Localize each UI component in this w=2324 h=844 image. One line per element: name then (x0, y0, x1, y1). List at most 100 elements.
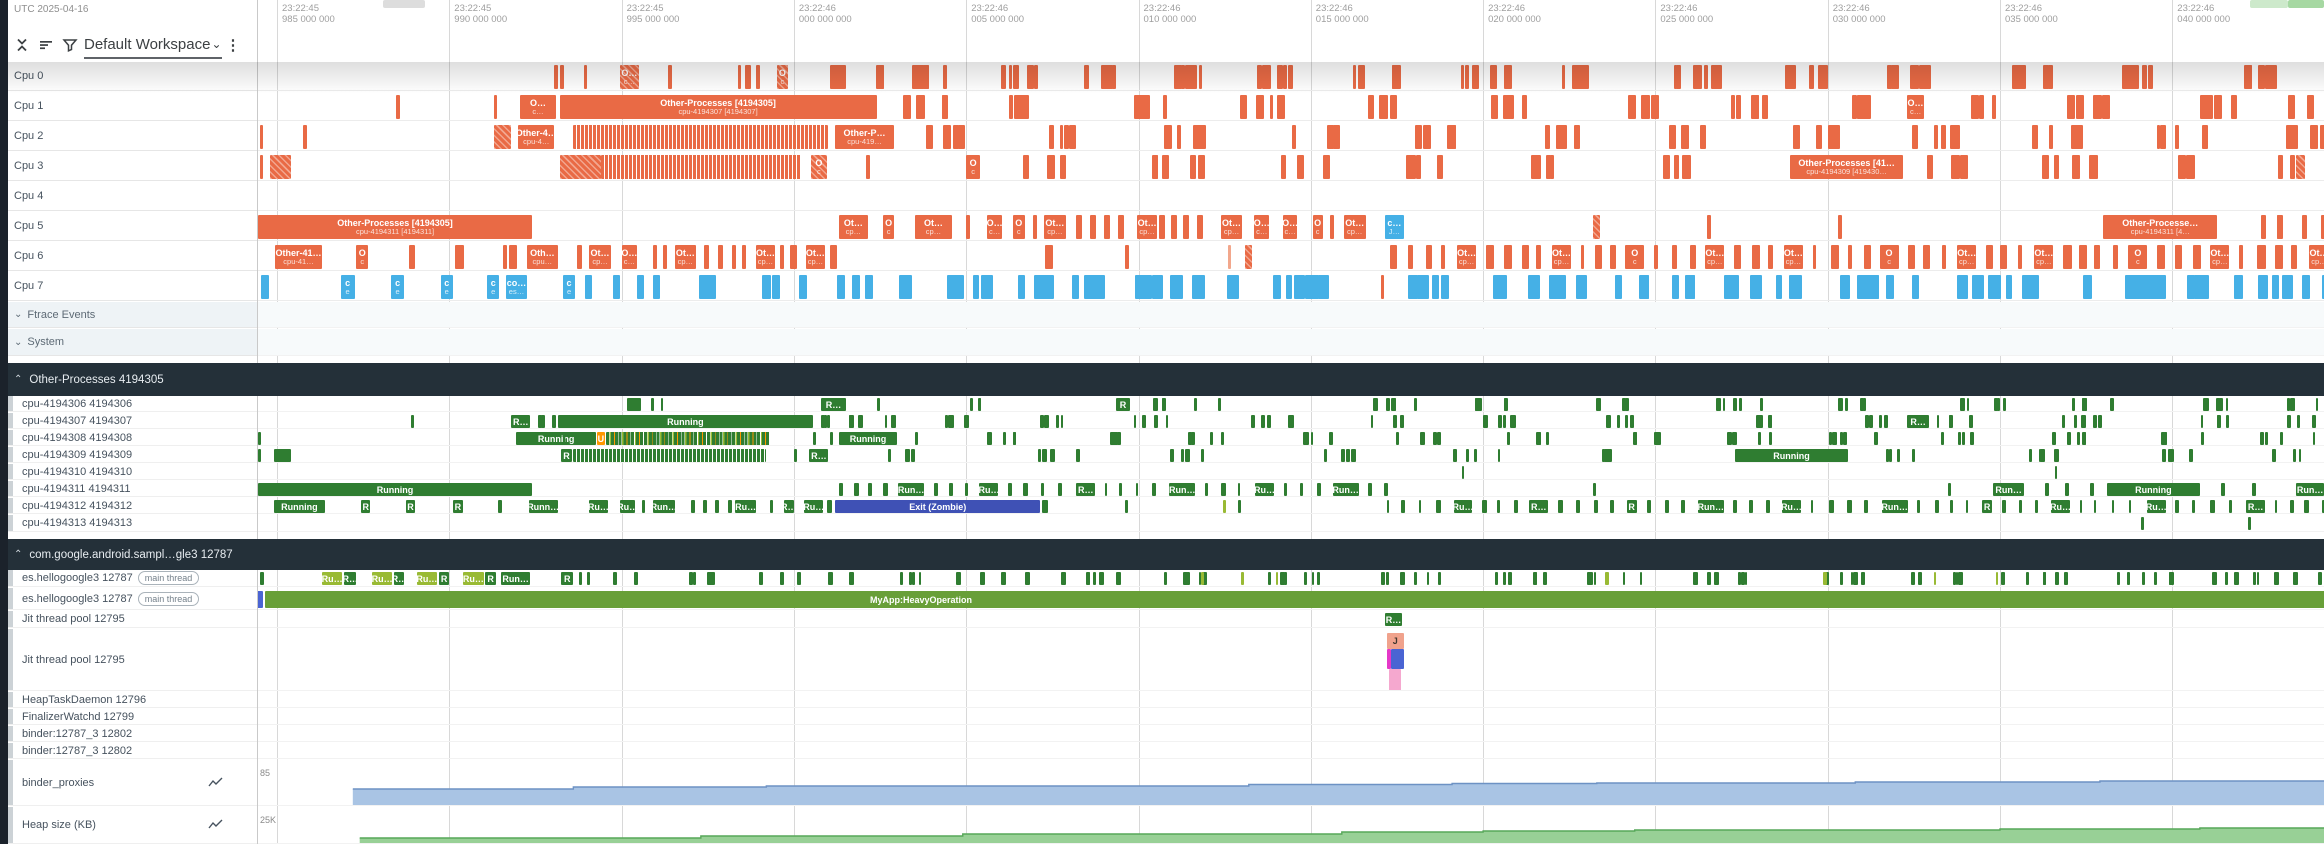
slice-tick[interactable] (1076, 215, 1083, 239)
slice-tick[interactable] (866, 155, 871, 179)
minimap-segment[interactable] (383, 0, 425, 8)
slice-tick[interactable] (728, 500, 733, 513)
slice-tick[interactable] (1386, 649, 1392, 669)
slice-tick[interactable] (2141, 517, 2145, 530)
minimap-segment[interactable] (2288, 0, 2324, 8)
process-group-header-process-app[interactable]: ⌃ com.google.android.sampl…gle3 12787 (0, 539, 2324, 570)
slice[interactable]: co… es… (506, 275, 527, 299)
slice-tick[interactable] (1381, 275, 1385, 299)
slice-tick[interactable] (742, 245, 747, 269)
lane-heap-size[interactable] (258, 807, 2324, 844)
track-shell-cpu-2[interactable]: Cpu 2 (8, 122, 258, 151)
track-shell-main-thread-slices[interactable]: es.hellogoogle3 12787 main thread (8, 588, 258, 610)
slice-tick[interactable] (2089, 483, 2094, 496)
slice[interactable]: Running (2106, 483, 2200, 496)
slice-tick[interactable] (1217, 398, 1221, 411)
lane-binder-12802-2[interactable] (258, 743, 2324, 759)
slice[interactable]: O…c… (1283, 215, 1297, 239)
slice[interactable]: Ot…cp… (914, 215, 953, 239)
slice-tick[interactable] (955, 572, 961, 585)
slice[interactable]: R (561, 572, 574, 585)
track-shell-heap-size[interactable]: Heap size (KB) (8, 807, 258, 844)
track-shell-binder-12802-2[interactable]: binder:12787_3 12802 (8, 743, 258, 759)
slice[interactable]: Other-Processes [4194305] cpu-4194311 [41… (258, 215, 532, 239)
slice[interactable]: Run… (500, 572, 531, 585)
slice-tick[interactable] (1228, 245, 1232, 269)
slice[interactable]: R… (1384, 613, 1403, 626)
overflow-menu-icon[interactable]: ⋮ (225, 37, 241, 54)
slice-tick[interactable] (1838, 215, 1843, 239)
slice[interactable]: R… (344, 572, 357, 585)
lane-binder-12802-1[interactable] (258, 726, 2324, 742)
lane-cpu-4[interactable] (258, 182, 2324, 211)
overview-minimap[interactable] (0, 0, 2324, 8)
slice[interactable]: Running (1734, 449, 1849, 462)
slice[interactable]: Ru… (463, 572, 484, 585)
track-shell-jit-thread-pool-2[interactable]: Jit thread pool 12795 (8, 629, 258, 691)
slice-tick[interactable] (633, 572, 638, 585)
slice-tick[interactable] (1104, 215, 1111, 239)
slice-tick[interactable] (1197, 215, 1204, 239)
slice[interactable]: Running (838, 432, 898, 445)
slice[interactable] (830, 245, 837, 269)
slice-tick[interactable] (668, 65, 673, 89)
slice-tick[interactable] (1462, 466, 1465, 479)
slice-tick[interactable] (258, 432, 262, 445)
minimap-segment[interactable] (2250, 0, 2288, 8)
track-shell-thread-4194312[interactable]: cpu-4194312 4194312 (8, 498, 258, 514)
track-shell-thread-4194307[interactable]: cpu-4194307 4194307 (8, 413, 258, 429)
slice[interactable]: O…c… (619, 65, 639, 89)
slice-tick[interactable] (259, 155, 263, 179)
slice[interactable]: Ru… (588, 500, 608, 513)
slice-tick[interactable] (661, 398, 664, 411)
slice-tick[interactable] (914, 432, 918, 445)
lane-heaptaskdaemon[interactable] (258, 692, 2324, 708)
slice-tick[interactable] (1117, 215, 1124, 239)
lane-finalizerwatchd[interactable] (258, 709, 2324, 725)
slice-tick[interactable] (876, 398, 880, 411)
slice[interactable]: R… (1529, 500, 1549, 513)
slice-tick[interactable] (793, 449, 797, 462)
slice-tick[interactable] (662, 245, 667, 269)
lane-thread-4194308[interactable]: Running U Running (258, 430, 2324, 446)
slice-tick[interactable] (2055, 466, 2058, 479)
slice[interactable]: R… (2246, 500, 2266, 513)
slice[interactable]: Ot…cp… (675, 245, 696, 269)
slice-tick[interactable] (2248, 517, 2252, 530)
slice[interactable]: Run… (1169, 483, 1196, 496)
slice[interactable]: Ot…cp… (2309, 245, 2324, 269)
slice-tick[interactable] (652, 275, 660, 299)
slice[interactable]: Ot…cp… (1457, 245, 1477, 269)
slice[interactable]: Ru… (1255, 483, 1274, 496)
slice[interactable]: Run… (1993, 483, 2025, 496)
slice[interactable]: Other-Processes [41… cpu-4194309 [419430… (1789, 155, 1904, 179)
slice[interactable]: Other-4…cpu-4… (518, 125, 555, 149)
lane-thread-4194313[interactable] (258, 515, 2324, 532)
slice[interactable]: O…c… (621, 245, 638, 269)
slice[interactable]: Ru… (321, 572, 343, 585)
track-shell-binder-proxies[interactable]: binder_proxies (8, 760, 258, 806)
collapse-tracks-icon[interactable] (12, 35, 32, 55)
slice[interactable]: R… (394, 572, 405, 585)
lane-cpu-7[interactable]: c e c e c e c e co… es… c e (258, 272, 2324, 301)
track-shell-thread-4194309[interactable]: cpu-4194309 4194309 (8, 447, 258, 463)
lane-jit-thread-pool-2[interactable]: J (258, 629, 2324, 691)
track-shell-thread-4194313[interactable]: cpu-4194313 4194313 (8, 515, 258, 532)
slice-tick[interactable] (642, 500, 646, 513)
slice-tick[interactable] (690, 500, 695, 513)
lane-cpu-1[interactable]: O… c… Other-Processes [4194305] cpu-4194307… (258, 92, 2324, 121)
slice-tick[interactable] (270, 155, 291, 179)
slice-tick[interactable] (2220, 483, 2225, 496)
slice-tick[interactable] (759, 572, 764, 585)
slice-tick[interactable] (1222, 500, 1226, 513)
dense-slice-band[interactable] (606, 432, 770, 445)
slice[interactable]: Other-41… cpu-41… (275, 245, 322, 269)
slice[interactable]: Ot…cp… (2210, 245, 2230, 269)
